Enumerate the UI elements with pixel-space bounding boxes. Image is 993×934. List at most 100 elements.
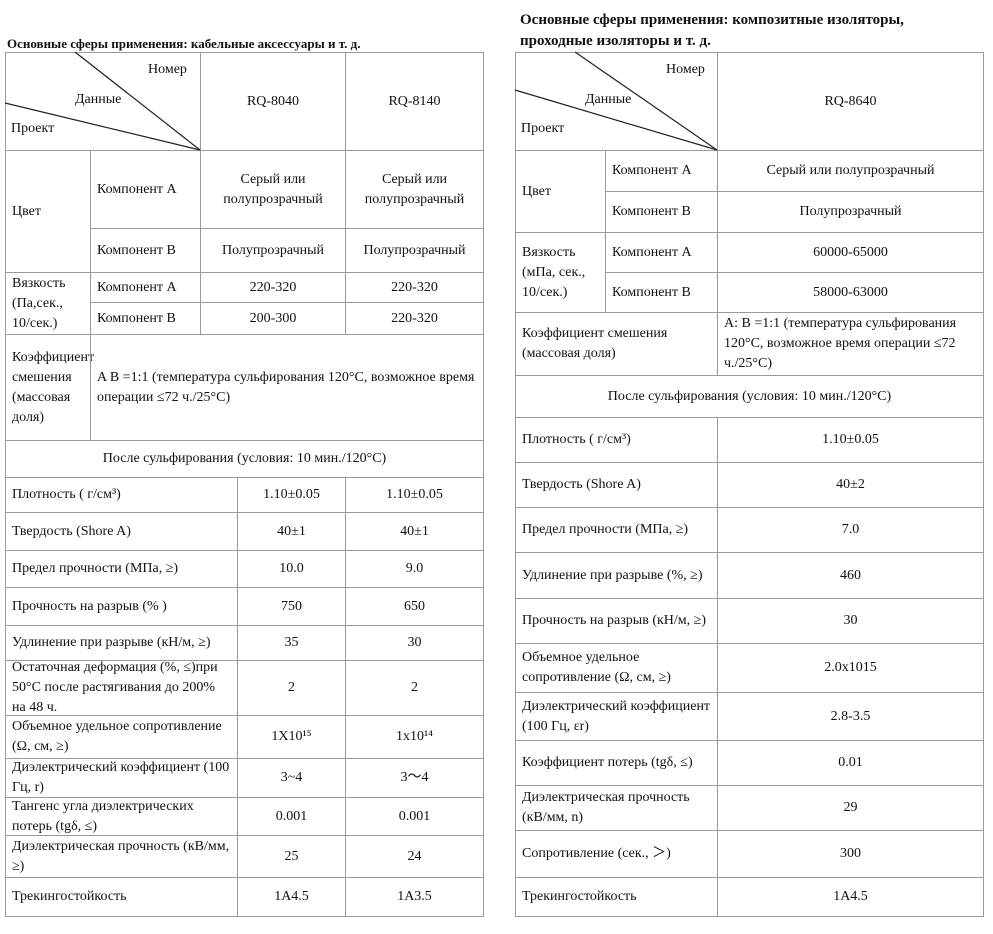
cell-text: Объемное удельное сопротивление (Ω, см, … [12, 719, 222, 754]
mix-value: A: B =1:1 (температура сульфирования 120… [717, 312, 984, 376]
cell-text: 24 [407, 848, 422, 864]
cell-text: Цвет [12, 203, 41, 219]
mix-label: Коэффициент смешения (массовая доля) [5, 334, 94, 441]
cell-text: Полупрозрачный [221, 242, 325, 258]
cell-text: 2.8-3.5 [830, 708, 871, 724]
cell-text: Диэлектрическая прочность (кВ/мм, n) [522, 790, 690, 825]
cell-text: Серый или полупрозрачный [364, 171, 465, 207]
cell-text: RQ-8040 [246, 93, 300, 109]
cell-text: Вязкость (Па,сек., 10/сек.) [12, 275, 66, 331]
cell-text: Твердость (Shore A) [522, 477, 641, 492]
cell-text: Серый или полупрозрачный [766, 163, 935, 178]
cell-text: Прочность на разрыв (% ) [12, 598, 167, 614]
cell-text: Компонент B [97, 242, 176, 258]
cell-text: Диэлектрический коэффициент (100 Гц, r) [12, 760, 230, 795]
cell-text: 1.10±0.05 [822, 432, 879, 447]
cell-text: 35 [284, 635, 299, 650]
cell-text: 30 [407, 635, 422, 650]
cell-text: Компонент B [612, 284, 691, 300]
cell-text: 7.0 [841, 522, 860, 537]
cell-text: 3~4 [280, 770, 303, 785]
cell-text: 40±1 [400, 523, 429, 539]
cell-text: Компонент B [612, 204, 691, 219]
cell-text: 29 [843, 800, 858, 815]
header-label: Номер [148, 62, 187, 77]
cell-text: Компонент A [97, 181, 177, 197]
cell-text: Остаточная деформация (%, ≤)при 50°C пос… [12, 660, 218, 715]
cell-text: Вязкость (мПа, сек., 10/сек.) [522, 244, 586, 300]
cell-text: 220-320 [249, 279, 297, 295]
cell-text: Трекингостойкость [522, 889, 637, 904]
cell-text: 1x10¹⁴ [395, 729, 434, 744]
cell-text: 30 [843, 613, 858, 628]
cell-text: 0.001 [275, 808, 308, 824]
header-label: Номер [666, 62, 705, 77]
cell-text: 1A4.5 [274, 889, 309, 904]
cell-text: 58000-63000 [813, 284, 888, 300]
cell-text: 200-300 [249, 310, 297, 326]
cell-text: 10.0 [279, 561, 304, 576]
cell-text: Полупрозрачный [363, 242, 466, 258]
cell-text: RQ-8640 [824, 93, 877, 109]
cell-text: Предел прочности (МПа, ≥) [12, 561, 179, 576]
cell-text: 0.001 [398, 808, 431, 824]
cell-text: Компонент A [612, 163, 692, 178]
cell-text: Коэффициент потерь (tgδ, ≤) [522, 755, 693, 770]
cell-text: 1.10±0.05 [386, 487, 443, 502]
cell-text: 40±1 [277, 523, 306, 539]
cell-text: Сопротивление (сек., ＞) [522, 846, 671, 861]
cell-text: RQ-8140 [388, 93, 441, 109]
cell-text: Полупрозрачный [799, 204, 902, 219]
diagonal [74, 51, 201, 151]
right-title: Основные сферы применения: композитные и… [520, 12, 904, 28]
header-label: Данные [75, 92, 122, 107]
cell-text: Компонент B [97, 310, 176, 326]
cell-text: 1A3.5 [397, 889, 432, 904]
header-label: Проект [521, 121, 565, 136]
cell-text: Тангенс угла диэлектрических потерь (tgδ… [12, 798, 194, 834]
cell-text: Серый или полупрозрачный [223, 171, 323, 207]
cell-text: Предел прочности (МПа, ≥) [522, 522, 689, 537]
cell-text: После сульфирования (условия: 10 мин./12… [607, 388, 892, 404]
cell-text: 300 [840, 846, 861, 861]
cell-text: 220-320 [391, 310, 438, 326]
cell-text: 650 [404, 598, 425, 614]
cell-text: A: B =1:1 (температура сульфирования 120… [724, 316, 957, 371]
cell-text: 25 [284, 848, 299, 864]
cell-text: Твердость (Shore A) [12, 523, 131, 539]
diagonal [574, 51, 718, 151]
diagonal [514, 89, 718, 151]
left-title: Основные сферы применения: кабельные акс… [7, 36, 361, 51]
cell-text: Трекингостойкость [12, 889, 127, 904]
cell-text: 460 [840, 567, 861, 583]
cell-text: Прочность на разрыв (кН/м, ≥) [522, 613, 706, 628]
mix-value: A B =1:1 (температура сульфирования 120°… [90, 334, 484, 441]
cell-text: 0.01 [838, 755, 863, 770]
cell-text: Диэлектрический коэффициент (100 Гц, εr) [522, 698, 711, 734]
value: 1A3.5 [345, 877, 484, 917]
cell-text: Плотность ( г/см³) [12, 487, 121, 502]
cell-text: 3〜4 [400, 770, 429, 785]
cell-text: 750 [281, 598, 302, 614]
cell-text: 2 [288, 680, 295, 695]
cell-text: После сульфирования (условия: 10 мин./12… [102, 451, 387, 466]
cell-text: 1A4.5 [833, 889, 868, 904]
cell-text: Удлинение при разрыве (кН/м, ≥) [12, 635, 211, 650]
cell-text: 2 [411, 680, 418, 695]
cell-text: 9.0 [405, 561, 424, 576]
header-label: Проект [11, 121, 55, 136]
cell-text: 40±2 [836, 477, 865, 492]
cell-text: Удлинение при разрыве (%, ≥) [522, 567, 703, 583]
cell-text: Коэффициент смешения (массовая доля) [522, 326, 668, 361]
cell-text: Компонент A [97, 279, 177, 295]
header-label: Данные [585, 92, 632, 107]
cell-text: 1X10¹⁵ [271, 729, 312, 744]
diagonal [4, 102, 201, 151]
cell-text: Диэлектрическая прочность (кВ/мм, ≥) [12, 838, 230, 874]
cell-text: 2.0x1015 [824, 660, 877, 675]
cell-text: A B =1:1 (температура сульфирования 120°… [97, 369, 475, 405]
group-label: Вязкость (Па,сек., 10/сек.) [5, 272, 91, 335]
cell-text: Объемное удельное сопротивление (Ω, см, … [522, 650, 671, 685]
